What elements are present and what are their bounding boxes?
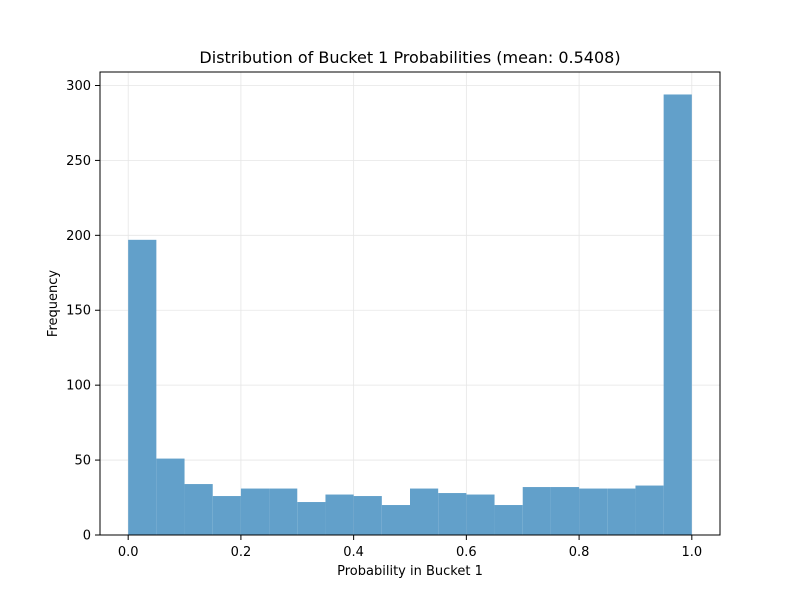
x-axis-label: Probability in Bucket 1 [337,564,483,579]
histogram-bar [466,494,495,535]
histogram-bar [269,488,298,535]
histogram-bar [635,485,664,535]
histogram-bar [325,494,354,535]
histogram-bar [212,496,241,535]
histogram-bar [438,493,467,535]
y-tick-label: 0 [83,529,91,544]
histogram-bar [494,505,523,535]
y-tick-label: 100 [66,379,91,394]
y-tick-label: 250 [66,154,91,169]
histogram-bar [550,487,580,535]
x-tick-label: 1.0 [681,545,702,560]
histogram-bar [353,496,382,535]
y-tick-label: 50 [74,454,91,469]
histogram-bar [607,488,636,535]
histogram-bar [128,239,157,535]
grid-layer [100,72,720,536]
histogram-bar [410,488,439,535]
x-tick-label: 0.2 [231,545,252,560]
histogram-bar [381,505,410,535]
y-tick-label: 200 [66,229,91,244]
y-axis-label: Frequency [46,270,61,337]
histogram-bar [156,458,185,535]
histogram-bar [579,488,608,535]
histogram-bar [522,487,551,535]
x-tick-label: 0.6 [456,545,477,560]
ticks-layer: 0.0 0.2 0.4 0.6 0.8 1.0 0 50 100 150 200 250 300 [66,79,702,560]
chart-title: Distribution of Bucket 1 Probabilities (… [199,48,620,67]
bars-layer [128,94,692,535]
histogram-bar [297,502,326,535]
histogram-bar [240,488,270,535]
histogram-bar [184,484,213,535]
y-tick-label: 150 [66,304,91,319]
histogram-bar [663,94,692,535]
x-tick-label: 0.0 [118,545,139,560]
y-tick-label: 300 [66,79,91,94]
plot-frame [99,71,721,536]
x-tick-label: 0.4 [343,545,364,560]
x-tick-label: 0.8 [569,545,590,560]
